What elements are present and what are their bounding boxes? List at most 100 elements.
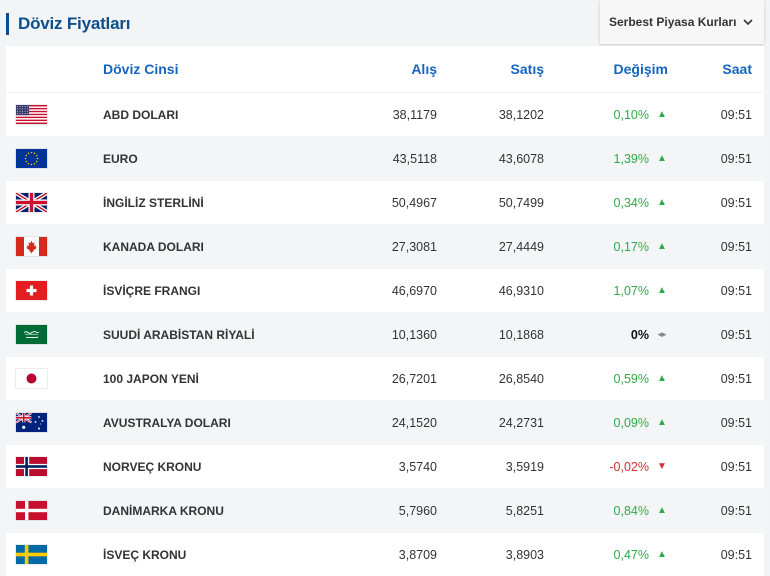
buy-price: 10,1360 bbox=[391, 327, 437, 342]
triangle-up-icon: ▲ bbox=[657, 417, 667, 428]
widget-header: Döviz Fiyatları Serbest Piyasa Kurları bbox=[0, 0, 770, 46]
norway-flag-icon bbox=[16, 457, 47, 476]
update-time: 09:51 bbox=[720, 459, 752, 474]
usa-flag-icon bbox=[16, 105, 47, 124]
update-time: 09:51 bbox=[720, 107, 752, 122]
buy-price: 26,7201 bbox=[391, 371, 437, 386]
currency-name: KANADA DOLARI bbox=[103, 239, 204, 254]
change-cell: 0,17% ▲ bbox=[614, 225, 670, 268]
update-time: 09:51 bbox=[720, 151, 752, 166]
sell-price: 38,1202 bbox=[498, 107, 544, 122]
update-time: 09:51 bbox=[720, 195, 752, 210]
change-cell: 0,10% ▲ bbox=[614, 93, 670, 136]
currency-name: ABD DOLARI bbox=[103, 107, 179, 122]
buy-price: 43,5118 bbox=[392, 151, 437, 166]
currency-name: İSVİÇRE FRANGI bbox=[103, 283, 201, 298]
change-value: 0,10% bbox=[613, 107, 649, 122]
change-cell: 0,34% ▲ bbox=[614, 181, 670, 224]
triangle-up-icon: ▲ bbox=[657, 285, 667, 296]
column-header-name: Döviz Cinsi bbox=[103, 61, 179, 77]
triangle-up-icon: ▲ bbox=[657, 241, 667, 252]
market-type-dropdown[interactable]: Serbest Piyasa Kurları bbox=[600, 0, 764, 44]
triangle-up-icon: ▲ bbox=[657, 153, 667, 164]
flag-cell bbox=[16, 489, 48, 532]
currency-table: Döviz Cinsi Alış Satış Değişim Saat ABD … bbox=[6, 46, 764, 576]
australia-flag-icon bbox=[16, 413, 47, 432]
currency-name: İNGİLİZ STERLİNİ bbox=[103, 195, 204, 210]
table-row[interactable]: İNGİLİZ STERLİNİ 50,4967 50,7499 0,34% ▲… bbox=[6, 180, 764, 224]
sell-price: 3,8903 bbox=[505, 547, 544, 562]
table-row[interactable]: KANADA DOLARI 27,3081 27,4449 0,17% ▲ 09… bbox=[6, 224, 764, 268]
buy-price: 27,3081 bbox=[391, 239, 437, 254]
table-row[interactable]: İSVİÇRE FRANGI 46,6970 46,9310 1,07% ▲ 0… bbox=[6, 268, 764, 312]
change-value: 0,47% bbox=[613, 547, 649, 562]
column-header-change: Değişim bbox=[613, 61, 668, 77]
market-type-selected: Serbest Piyasa Kurları bbox=[609, 15, 737, 29]
triangle-down-icon: ▼ bbox=[657, 461, 667, 472]
title-accent-bar bbox=[6, 13, 9, 35]
sell-price: 10,1868 bbox=[498, 327, 544, 342]
saudi-flag-icon bbox=[16, 325, 47, 344]
sell-price: 27,4449 bbox=[498, 239, 544, 254]
table-row[interactable]: SUUDİ ARABİSTAN RİYALİ 10,1360 10,1868 0… bbox=[6, 312, 764, 356]
japan-flag-icon bbox=[16, 369, 47, 388]
sell-price: 3,5919 bbox=[505, 459, 544, 474]
change-value: 0% bbox=[630, 327, 649, 342]
table-row[interactable]: 100 JAPON YENİ 26,7201 26,8540 0,59% ▲ 0… bbox=[6, 356, 764, 400]
table-row[interactable]: EURO 43,5118 43,6078 1,39% ▲ 09:51 bbox=[6, 136, 764, 180]
change-value: 0,34% bbox=[613, 195, 649, 210]
flag-cell bbox=[16, 181, 48, 224]
flag-cell bbox=[16, 313, 48, 356]
flag-cell bbox=[16, 445, 48, 488]
change-value: 0,09% bbox=[613, 415, 649, 430]
sweden-flag-icon bbox=[16, 545, 47, 564]
flag-cell bbox=[16, 533, 48, 576]
change-cell: 1,07% ▲ bbox=[614, 269, 670, 312]
table-row[interactable]: ABD DOLARI 38,1179 38,1202 0,10% ▲ 09:51 bbox=[6, 92, 764, 136]
chevron-down-icon bbox=[743, 19, 753, 26]
sell-price: 24,2731 bbox=[498, 415, 544, 430]
change-value: 1,07% bbox=[613, 283, 649, 298]
canada-flag-icon bbox=[16, 237, 47, 256]
table-row[interactable]: AVUSTRALYA DOLARI 24,1520 24,2731 0,09% … bbox=[6, 400, 764, 444]
change-cell: -0,02% ▼ bbox=[609, 445, 670, 488]
table-row[interactable]: İSVEÇ KRONU 3,8709 3,8903 0,47% ▲ 09:51 bbox=[6, 532, 764, 576]
flag-cell bbox=[16, 401, 48, 444]
sell-price: 50,7499 bbox=[498, 195, 544, 210]
flag-cell bbox=[16, 93, 48, 136]
currency-name: DANİMARKA KRONU bbox=[103, 503, 224, 518]
update-time: 09:51 bbox=[720, 327, 752, 342]
sell-price: 46,9310 bbox=[498, 283, 544, 298]
table-header-row: Döviz Cinsi Alış Satış Değişim Saat bbox=[6, 46, 764, 92]
flag-cell bbox=[16, 269, 48, 312]
update-time: 09:51 bbox=[720, 239, 752, 254]
flag-cell bbox=[16, 225, 48, 268]
table-row[interactable]: DANİMARKA KRONU 5,7960 5,8251 0,84% ▲ 09… bbox=[6, 488, 764, 532]
update-time: 09:51 bbox=[720, 547, 752, 562]
change-value: 1,39% bbox=[613, 151, 649, 166]
change-value: 0,17% bbox=[613, 239, 649, 254]
currency-name: AVUSTRALYA DOLARI bbox=[103, 415, 231, 430]
table-row[interactable]: NORVEÇ KRONU 3,5740 3,5919 -0,02% ▼ 09:5… bbox=[6, 444, 764, 488]
currency-name: SUUDİ ARABİSTAN RİYALİ bbox=[103, 327, 255, 342]
update-time: 09:51 bbox=[720, 283, 752, 298]
flag-cell bbox=[16, 137, 48, 180]
update-time: 09:51 bbox=[720, 415, 752, 430]
buy-price: 3,8709 bbox=[398, 547, 437, 562]
no-change-icon: ◂▸ bbox=[657, 329, 667, 339]
change-cell: 0,47% ▲ bbox=[614, 533, 670, 576]
triangle-up-icon: ▲ bbox=[657, 549, 667, 560]
denmark-flag-icon bbox=[16, 501, 47, 520]
change-cell: 0% ◂▸ bbox=[631, 313, 670, 356]
column-header-buy: Alış bbox=[411, 61, 437, 77]
change-value: 0,84% bbox=[613, 503, 649, 518]
currency-name: NORVEÇ KRONU bbox=[103, 459, 202, 474]
column-header-sell: Satış bbox=[510, 61, 544, 77]
change-cell: 0,59% ▲ bbox=[614, 357, 670, 400]
currency-name: 100 JAPON YENİ bbox=[103, 371, 199, 386]
update-time: 09:51 bbox=[720, 371, 752, 386]
change-cell: 0,09% ▲ bbox=[614, 401, 670, 444]
column-header-time: Saat bbox=[722, 61, 752, 77]
triangle-up-icon: ▲ bbox=[657, 197, 667, 208]
